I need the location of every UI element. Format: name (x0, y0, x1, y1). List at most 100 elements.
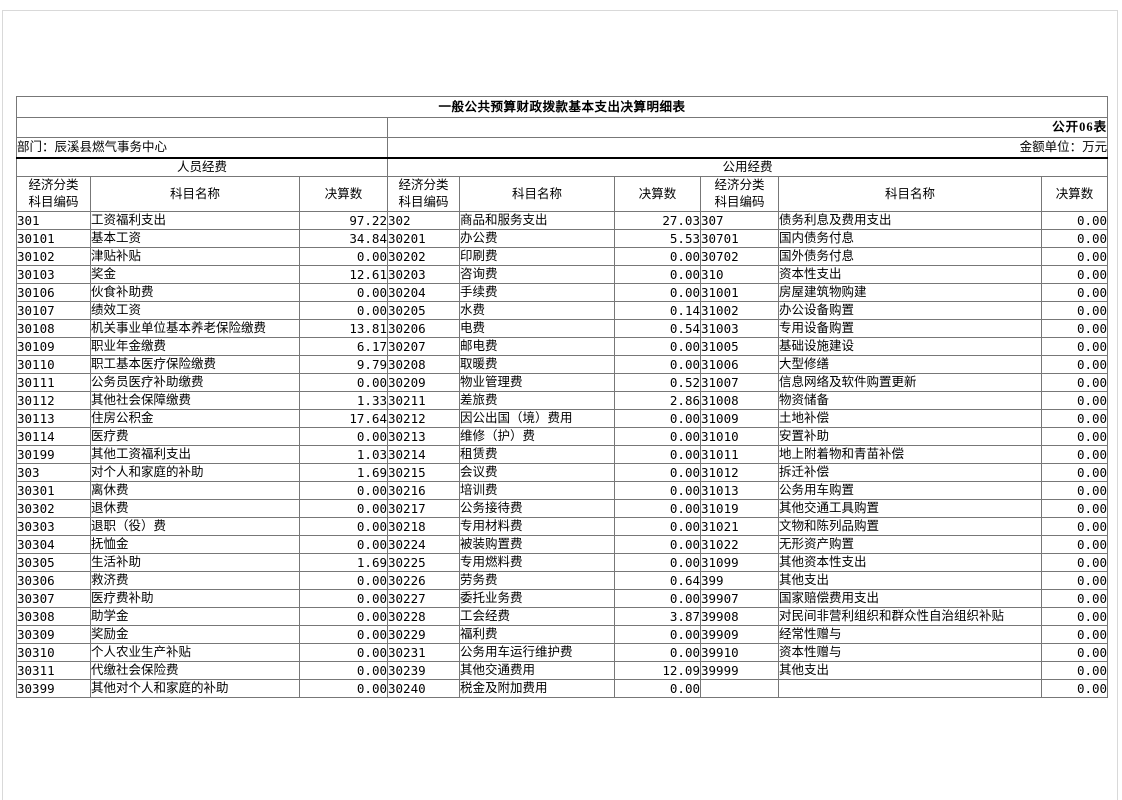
subject-name-cell: 其他交通费用 (459, 661, 615, 680)
amount-cell: 27.03 (614, 211, 701, 230)
amount-cell: 0.00 (614, 481, 701, 500)
amount-cell: 0.00 (614, 427, 701, 446)
code-cell: 39999 (700, 661, 779, 680)
code-cell: 30702 (700, 247, 779, 266)
amount-cell: 0.00 (1040, 319, 1109, 338)
table-row: 30110 职工基本医疗保险缴费 9.79 30208 取暖费 0.00 310… (16, 355, 1109, 374)
subject-name-cell: 其他资本性支出 (778, 553, 1042, 572)
amount-cell: 0.00 (1040, 481, 1109, 500)
amount-cell: 0.00 (614, 643, 701, 662)
subject-name-cell: 伙食补助费 (90, 283, 300, 302)
subject-name-cell: 其他对个人和家庭的补助 (90, 679, 300, 698)
subject-name-cell: 抚恤金 (90, 535, 300, 554)
amount-cell: 0.00 (1040, 445, 1109, 464)
col-header-code-line2: 科目编码 (398, 195, 449, 209)
table-row: 30111 公务员医疗补助缴费 0.00 30209 物业管理费 0.52 31… (16, 373, 1109, 392)
amount-cell: 0.00 (1040, 499, 1109, 518)
amount-cell: 0.00 (1040, 625, 1109, 644)
code-cell: 39907 (700, 589, 779, 608)
title-row: 一般公共预算财政拨款基本支出决算明细表 (15, 96, 1109, 118)
subject-name-cell: 离休费 (90, 481, 300, 500)
code-cell: 31099 (700, 553, 779, 572)
amount-cell: 0.00 (1040, 265, 1109, 284)
subject-name-cell: 债务利息及费用支出 (778, 211, 1042, 230)
amount-cell: 0.00 (299, 625, 388, 644)
subject-name-cell: 职业年金缴费 (90, 337, 300, 356)
group-header-personnel: 人员经费 (16, 157, 388, 177)
subject-name-cell: 土地补偿 (778, 409, 1042, 428)
code-cell: 30302 (16, 499, 91, 518)
subject-name-cell: 工资福利支出 (90, 211, 300, 230)
subject-name-cell: 资本性支出 (778, 265, 1042, 284)
amount-cell: 0.00 (614, 265, 701, 284)
subject-name-cell: 代缴社会保险费 (90, 661, 300, 680)
subject-name-cell: 其他社会保障缴费 (90, 391, 300, 410)
subject-name-cell: 退休费 (90, 499, 300, 518)
table-row: 30399 其他对个人和家庭的补助 0.00 30240 税金及附加费用 0.0… (16, 679, 1109, 698)
col-header-code-line1: 经济分类 (398, 178, 449, 192)
amount-cell: 97.22 (299, 211, 388, 230)
table-row: 30301 离休费 0.00 30216 培训费 0.00 31013 公务用车… (16, 481, 1109, 500)
code-cell: 31021 (700, 517, 779, 536)
col-header-code-1: 经济分类 科目编码 (16, 176, 91, 212)
code-cell: 30202 (387, 247, 460, 266)
subject-name-cell: 专用设备购置 (778, 319, 1042, 338)
code-cell: 30213 (387, 427, 460, 446)
amount-cell: 0.14 (614, 301, 701, 320)
subject-name-cell: 福利费 (459, 625, 615, 644)
code-cell: 39910 (700, 643, 779, 662)
col-header-code-line1: 经济分类 (28, 178, 79, 192)
code-cell: 30304 (16, 535, 91, 554)
amount-cell: 0.00 (614, 517, 701, 536)
subject-name-cell: 租赁费 (459, 445, 615, 464)
subject-name-cell: 咨询费 (459, 265, 615, 284)
code-cell: 30114 (16, 427, 91, 446)
amount-cell: 0.00 (614, 499, 701, 518)
group-header-public: 公用经费 (386, 157, 1109, 177)
table-row: 30112 其他社会保障缴费 1.33 30211 差旅费 2.86 31008… (16, 391, 1109, 410)
amount-cell: 0.00 (1040, 211, 1109, 230)
table-row: 30304 抚恤金 0.00 30224 被装购置费 0.00 31022 无形… (16, 535, 1109, 554)
column-header-row: 经济分类 科目编码 科目名称 决算数 经济分类 科目编码 科目名称 决算数 经济… (16, 176, 1109, 212)
amount-cell: 0.00 (299, 571, 388, 590)
subject-name-cell: 助学金 (90, 607, 300, 626)
code-cell: 30225 (387, 553, 460, 572)
amount-cell: 9.79 (299, 355, 388, 374)
amount-cell: 0.00 (299, 679, 388, 698)
code-cell: 30310 (16, 643, 91, 662)
amount-cell: 0.00 (614, 679, 701, 698)
subject-name-cell: 其他工资福利支出 (90, 445, 300, 464)
subject-name-cell: 工会经费 (459, 607, 615, 626)
amount-cell: 0.00 (1040, 571, 1109, 590)
subject-name-cell: 专用材料费 (459, 517, 615, 536)
table-row: 303 对个人和家庭的补助 1.69 30215 会议费 0.00 31012 … (16, 463, 1109, 482)
amount-cell: 12.09 (614, 661, 701, 680)
subject-name-cell: 印刷费 (459, 247, 615, 266)
subject-name-cell: 会议费 (459, 463, 615, 482)
amount-cell: 0.00 (1040, 337, 1109, 356)
code-cell: 302 (387, 211, 460, 230)
table-row: 30310 个人农业生产补贴 0.00 30231 公务用车运行维护费 0.00… (16, 643, 1109, 662)
subject-name-cell: 取暖费 (459, 355, 615, 374)
code-cell: 30101 (16, 229, 91, 248)
subject-name-cell: 委托业务费 (459, 589, 615, 608)
code-cell: 30306 (16, 571, 91, 590)
amount-cell: 0.00 (1040, 301, 1109, 320)
code-cell: 30701 (700, 229, 779, 248)
code-cell: 31010 (700, 427, 779, 446)
amount-cell: 0.00 (1040, 643, 1109, 662)
table-row: 30101 基本工资 34.84 30201 办公费 5.53 30701 国内… (16, 229, 1109, 248)
subject-name-cell: 公务用车运行维护费 (459, 643, 615, 662)
amount-cell: 0.00 (1040, 607, 1109, 626)
table-body: 301 工资福利支出 97.22 302 商品和服务支出 27.03 307 债… (16, 211, 1109, 698)
subject-name-cell: 邮电费 (459, 337, 615, 356)
sheet-number-label: 公开06表 (386, 117, 1109, 138)
subject-name-cell: 医疗费 (90, 427, 300, 446)
amount-cell: 0.64 (614, 571, 701, 590)
subject-name-cell: 个人农业生产补贴 (90, 643, 300, 662)
subject-name-cell: 安置补助 (778, 427, 1042, 446)
code-cell: 30102 (16, 247, 91, 266)
code-cell: 30217 (387, 499, 460, 518)
code-cell: 30301 (16, 481, 91, 500)
sheet-label-spacer (16, 117, 388, 138)
